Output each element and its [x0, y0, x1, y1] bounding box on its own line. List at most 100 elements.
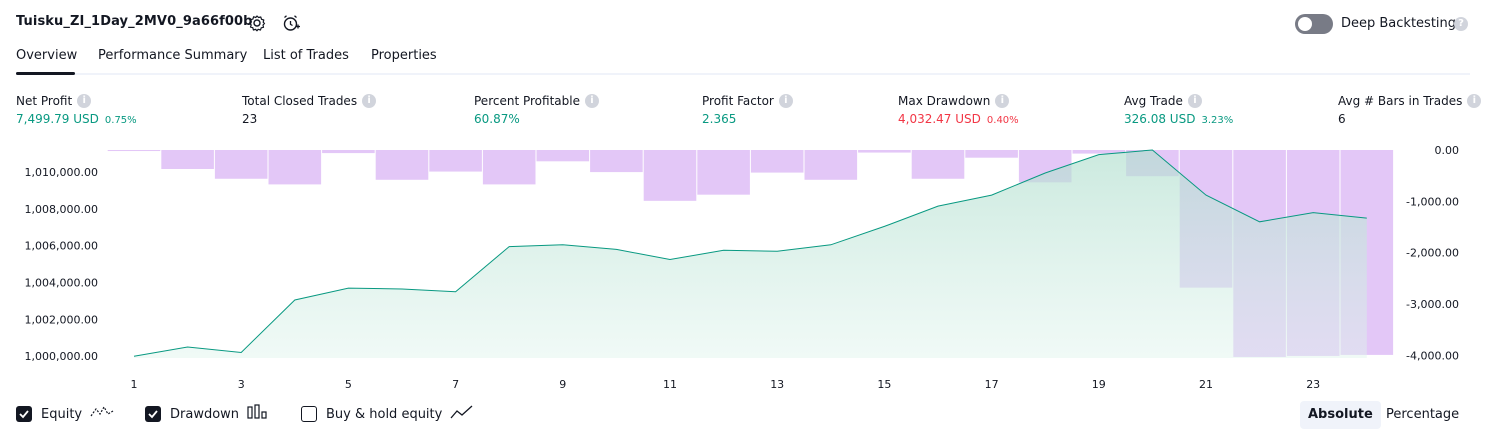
- equity-line: [133, 149, 1367, 357]
- left-axis-tick-label: 1,010,000.00: [25, 166, 98, 179]
- help-icon[interactable]: i: [362, 94, 377, 108]
- metric-value: 60.87%: [474, 112, 520, 126]
- right-axis-tick-label: -3,000.00: [1406, 298, 1459, 311]
- metric-label: Max Drawdown: [898, 94, 991, 108]
- legend-label: Buy & hold equity: [326, 406, 443, 422]
- metric-avg-bars-in-trades: Avg # Bars in Trades i 6: [1338, 94, 1482, 126]
- metric-label: Net Profit: [16, 94, 73, 108]
- strategy-title: Tuisku_ZI_1Day_2MV0_9a66f00b: [16, 14, 253, 29]
- drawdown-bar: [536, 150, 590, 162]
- drawdown-bar: [429, 150, 482, 172]
- metric-label: Avg Trade: [1124, 94, 1183, 108]
- left-axis-tick-label: 1,006,000.00: [25, 240, 98, 253]
- legend-buy-hold-equity[interactable]: Buy & hold equity: [301, 404, 474, 424]
- help-icon[interactable]: i: [77, 94, 92, 108]
- equity-line-icon: [90, 404, 114, 424]
- x-axis-tick-label: 17: [985, 378, 999, 391]
- right-axis-tick-label: -2,000.00: [1406, 247, 1459, 260]
- metric-avg-trade: Avg Trade i 326.08 USD 3.23%: [1124, 94, 1233, 126]
- help-icon[interactable]: i: [1467, 94, 1482, 108]
- drawdown-bar: [858, 150, 911, 153]
- legend-drawdown[interactable]: Drawdown: [145, 404, 269, 424]
- left-axis-tick-label: 1,000,000.00: [25, 350, 98, 363]
- metric-label: Profit Factor: [702, 94, 774, 108]
- deep-backtesting-toggle[interactable]: [1295, 14, 1333, 34]
- drawdown-bar: [482, 150, 536, 185]
- metric-percent: 0.40%: [986, 115, 1019, 126]
- deep-backtesting-help-icon[interactable]: ?: [1454, 17, 1468, 31]
- tab-overview[interactable]: Overview: [16, 48, 78, 63]
- legend-label: Drawdown: [170, 406, 240, 422]
- x-axis-tick-label: 13: [770, 378, 784, 391]
- drawdown-bar: [750, 150, 804, 173]
- help-icon[interactable]: i: [778, 94, 793, 108]
- x-axis-tick-label: 11: [663, 378, 677, 391]
- drawdown-bars-icon: [247, 404, 269, 424]
- tab-performance-summary[interactable]: Performance Summary: [98, 48, 248, 63]
- drawdown-bar: [697, 150, 750, 195]
- legend-equity[interactable]: Equity: [16, 404, 114, 424]
- metric-max-drawdown: Max Drawdown i 4,032.47 USD 0.40%: [898, 94, 1019, 126]
- x-axis-tick-label: 19: [1092, 378, 1106, 391]
- metric-percent: 0.75%: [104, 115, 137, 126]
- drawdown-bar: [214, 150, 268, 179]
- right-axis-tick-label: -4,000.00: [1406, 349, 1459, 362]
- metric-total-closed-trades: Total Closed Trades i 23: [242, 94, 377, 126]
- x-axis-tick-label: 23: [1306, 378, 1320, 391]
- drawdown-bar: [911, 150, 965, 179]
- settings-gear-icon[interactable]: [247, 13, 267, 33]
- active-tab-indicator: [16, 72, 75, 75]
- deep-backtesting-label: Deep Backtesting: [1341, 16, 1457, 31]
- right-axis-tick-label: -1,000.00: [1406, 195, 1459, 208]
- buy-hold-line-icon: [450, 404, 474, 424]
- help-icon[interactable]: i: [584, 94, 599, 108]
- x-axis-tick-label: 5: [345, 378, 352, 391]
- right-axis-tick-label: 0.00: [1435, 144, 1460, 157]
- help-icon[interactable]: i: [995, 94, 1010, 108]
- drawdown-bar: [590, 150, 643, 173]
- metric-percent: 3.23%: [1201, 115, 1234, 126]
- metric-value: 326.08 USD: [1124, 112, 1196, 126]
- buy-hold-checkbox[interactable]: [301, 406, 317, 422]
- drawdown-bar: [1072, 150, 1126, 154]
- add-alert-clock-icon[interactable]: [281, 13, 301, 33]
- x-axis-tick-label: 21: [1199, 378, 1213, 391]
- equity-area: [134, 150, 1367, 358]
- x-axis-tick-label: 1: [131, 378, 138, 391]
- metric-net-profit: Net Profit i 7,499.79 USD 0.75%: [16, 94, 137, 126]
- drawdown-bar: [643, 150, 697, 201]
- x-axis-tick-label: 9: [559, 378, 566, 391]
- legend-label: Equity: [41, 406, 83, 422]
- drawdown-bar: [375, 150, 429, 180]
- metric-value: 23: [242, 112, 258, 126]
- drawdown-bar: [804, 150, 858, 180]
- drawdown-bar: [161, 150, 214, 170]
- left-axis-tick-label: 1,008,000.00: [25, 203, 98, 216]
- drawdown-bar: [965, 150, 1018, 158]
- metric-percent-profitable: Percent Profitable i 60.87%: [474, 94, 599, 126]
- tab-properties[interactable]: Properties: [371, 48, 437, 63]
- x-axis-tick-label: 3: [238, 378, 245, 391]
- percentage-scale-button[interactable]: Percentage: [1386, 407, 1460, 422]
- absolute-scale-button[interactable]: Absolute: [1300, 401, 1381, 429]
- metric-label: Percent Profitable: [474, 94, 580, 108]
- metric-value: 2.365: [702, 112, 737, 126]
- drawdown-bar: [322, 150, 375, 154]
- x-axis-tick-label: 7: [452, 378, 459, 391]
- x-axis-tick-label: 15: [877, 378, 891, 391]
- equity-drawdown-chart: 1,010,000.00 1,008,000.00 1,006,000.00 1,00…: [25, 144, 1460, 391]
- help-icon[interactable]: i: [1187, 94, 1202, 108]
- metric-value: 4,032.47 USD: [898, 112, 981, 126]
- metric-profit-factor: Profit Factor i 2.365: [702, 94, 793, 126]
- metric-value: 6: [1338, 112, 1346, 126]
- metric-value: 7,499.79 USD: [16, 112, 99, 126]
- left-axis-tick-label: 1,004,000.00: [25, 277, 98, 290]
- equity-checkbox[interactable]: [16, 406, 32, 422]
- tab-list-of-trades[interactable]: List of Trades: [263, 48, 349, 63]
- metric-label: Total Closed Trades: [242, 94, 358, 108]
- drawdown-bar: [268, 150, 322, 185]
- drawdown-checkbox[interactable]: [145, 406, 161, 422]
- drawdown-bar: [107, 150, 161, 152]
- metric-label: Avg # Bars in Trades: [1338, 94, 1463, 108]
- left-axis-tick-label: 1,002,000.00: [25, 313, 98, 326]
